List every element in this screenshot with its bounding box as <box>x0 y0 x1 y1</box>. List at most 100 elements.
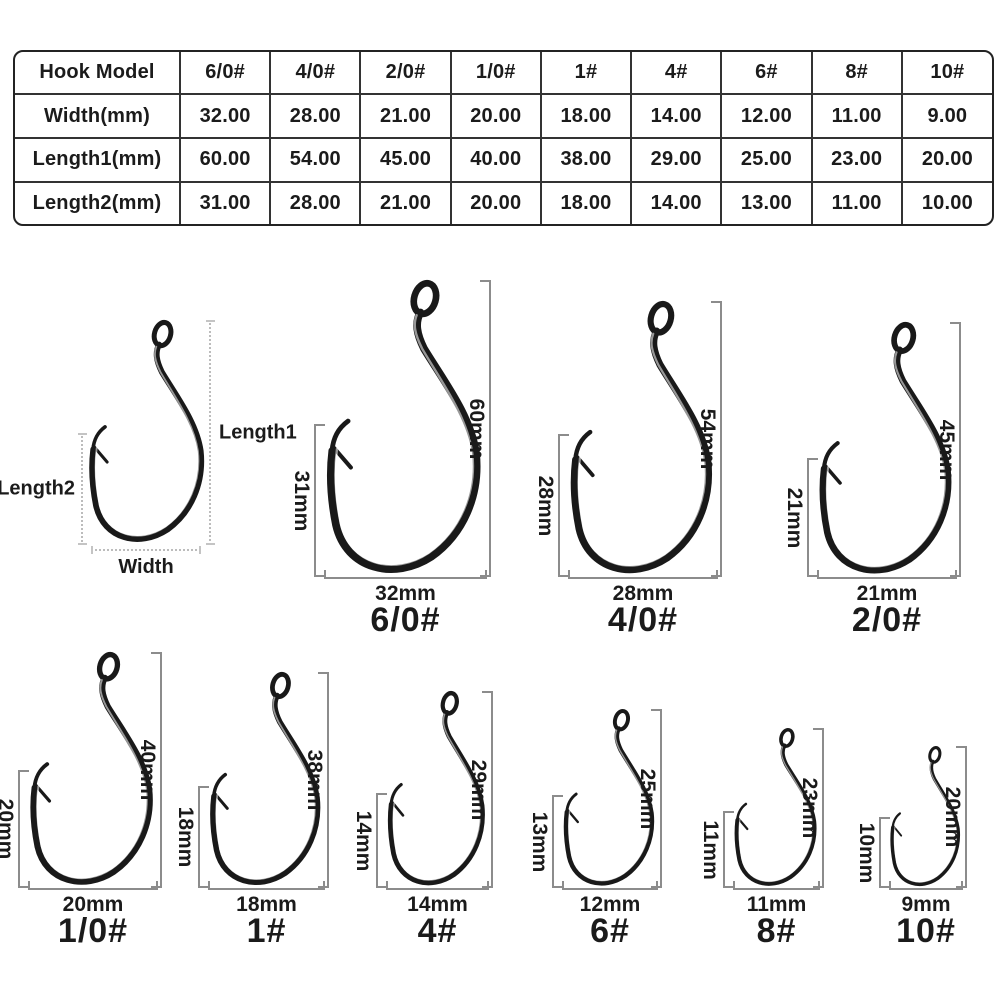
spec-table-grid: Hook Model 6/0# 4/0# 2/0# 1/0# 1# 4# 6# … <box>15 52 992 224</box>
table-cell: 10.00 <box>900 180 992 224</box>
length1-dimension-line: 40mm <box>136 652 162 888</box>
length1-value: 25mm <box>636 768 659 829</box>
col-header: 8# <box>810 52 903 96</box>
table-cell: 20.00 <box>449 93 542 139</box>
col-header: 1/0# <box>449 52 542 96</box>
length1-value: 29mm <box>467 759 490 820</box>
table-cell: 20.00 <box>449 180 542 224</box>
length2-label: Length2 <box>0 477 75 500</box>
table-cell: 23.00 <box>810 136 903 183</box>
table-cell: 21.00 <box>359 93 452 139</box>
hook-model-label: 6/0# <box>370 601 441 639</box>
row-label: Length1(mm) <box>15 136 181 183</box>
table-cell: 20.00 <box>900 136 992 183</box>
length1-value: 45mm <box>935 419 958 480</box>
hook-figure-6: 25mm 13mm 12mm 6# <box>528 709 662 950</box>
length2-value: 13mm <box>528 811 551 872</box>
width-value: 21mm <box>856 582 918 605</box>
width-value: 20mm <box>62 893 124 916</box>
length1-reference-line: Length1 <box>206 320 297 545</box>
table-cell: 28.00 <box>269 93 362 139</box>
table-cell: 12.00 <box>720 93 813 139</box>
col-header: 1# <box>539 52 633 96</box>
length1-value: 38mm <box>303 749 326 811</box>
table-cell: 9.00 <box>900 93 992 139</box>
table-cell: 29.00 <box>630 136 723 183</box>
hook-figure-10: 20mm 10mm 9mm 10# <box>855 744 967 950</box>
col-header: 4/0# <box>269 52 362 96</box>
hook-illustration <box>324 280 487 577</box>
hook-model-label: 4/0# <box>607 601 679 639</box>
col-header: 6# <box>720 52 813 96</box>
hook-figure-8: 23mm 11mm 11mm 8# <box>699 728 824 950</box>
width-value: 11mm <box>746 893 807 916</box>
table-cell: 38.00 <box>539 136 633 183</box>
row-label: Width(mm) <box>15 93 181 139</box>
table-cell: 14.00 <box>630 93 723 139</box>
length1-value: 40mm <box>136 739 159 801</box>
table-row: Length2(mm) 31.00 28.00 21.00 20.00 18.0… <box>15 180 992 224</box>
length2-dimension-line: 21mm <box>783 458 818 577</box>
length1-dimension-line: 38mm <box>303 672 329 888</box>
table-cell: 18.00 <box>539 180 633 224</box>
hook-model-label: 8# <box>756 912 797 950</box>
width-value: 14mm <box>407 893 468 916</box>
length2-reference-line: Length2 <box>0 432 87 545</box>
width-dimension-line: 18mm <box>208 881 325 916</box>
length2-value: 20mm <box>0 798 17 860</box>
width-dimension-line: 28mm <box>568 570 718 605</box>
hook-model-label: 6# <box>590 912 630 950</box>
width-value: 12mm <box>579 893 641 916</box>
col-header: Hook Model <box>15 52 181 96</box>
col-header: 6/0# <box>178 52 272 96</box>
table-cell: 11.00 <box>810 180 903 224</box>
width-value: 18mm <box>236 893 297 916</box>
width-value: 28mm <box>612 582 674 605</box>
length1-dimension-line: 54mm <box>696 301 722 577</box>
length1-value: 60mm <box>465 398 488 459</box>
width-dimension-line: 21mm <box>817 570 957 605</box>
hook-model-label: 1# <box>246 912 287 950</box>
width-dimension-line: 20mm <box>28 881 158 916</box>
table-cell: 40.00 <box>449 136 542 183</box>
length2-dimension-line: 10mm <box>855 817 890 888</box>
width-label: Width <box>118 556 174 578</box>
hook-figure-2-0: 45mm 21mm 21mm 2/0# <box>783 322 961 639</box>
col-header: 10# <box>900 52 992 96</box>
length2-value: 18mm <box>174 806 197 868</box>
hook-model-label: 4# <box>417 912 458 950</box>
hook-model-label: 2/0# <box>851 601 923 639</box>
length1-value: 54mm <box>696 408 719 470</box>
length2-dimension-line: 13mm <box>528 795 563 888</box>
length1-value: 20mm <box>941 786 964 848</box>
length2-value: 14mm <box>352 810 375 871</box>
length2-dimension-line: 28mm <box>534 434 569 577</box>
hook-spec-table: Hook Model 6/0# 4/0# 2/0# 1/0# 1# 4# 6# … <box>13 50 994 226</box>
width-reference-line: Width <box>91 546 201 578</box>
width-dimension-line: 11mm <box>733 881 820 916</box>
length2-dimension-line: 18mm <box>174 786 209 888</box>
length2-dimension-line: 14mm <box>352 793 387 888</box>
hook-figure-6-0: 60mm 31mm 32mm 6/0# <box>290 280 491 639</box>
hook-figure-1-0: 40mm 20mm 20mm 1/0# <box>0 652 162 950</box>
table-cell: 13.00 <box>720 180 813 224</box>
length1-dimension-line: 25mm <box>636 709 662 888</box>
table-cell: 32.00 <box>178 93 272 139</box>
length2-dimension-line: 20mm <box>0 770 29 888</box>
hook-figure-4: 29mm 14mm 14mm 4# <box>352 691 493 950</box>
width-dimension-line: 9mm <box>889 881 963 916</box>
row-label: Length2(mm) <box>15 180 181 224</box>
hook-model-label: 1/0# <box>57 912 129 950</box>
length2-dimension-line: 31mm <box>290 424 325 577</box>
table-header-row: Hook Model 6/0# 4/0# 2/0# 1/0# 1# 4# 6# … <box>15 52 992 96</box>
hook-model-label: 10# <box>896 912 956 950</box>
hook-illustration <box>87 320 209 545</box>
table-cell: 54.00 <box>269 136 362 183</box>
length1-dimension-line: 45mm <box>935 322 961 577</box>
table-cell: 25.00 <box>720 136 813 183</box>
table-row: Length1(mm) 60.00 54.00 45.00 40.00 38.0… <box>15 136 992 183</box>
length1-dimension-line: 60mm <box>465 280 491 577</box>
hook-figure-4-0: 54mm 28mm 28mm 4/0# <box>534 301 722 639</box>
reference-hook-diagram: Length1 Length2 Width <box>0 320 297 578</box>
width-value: 9mm <box>901 893 951 916</box>
